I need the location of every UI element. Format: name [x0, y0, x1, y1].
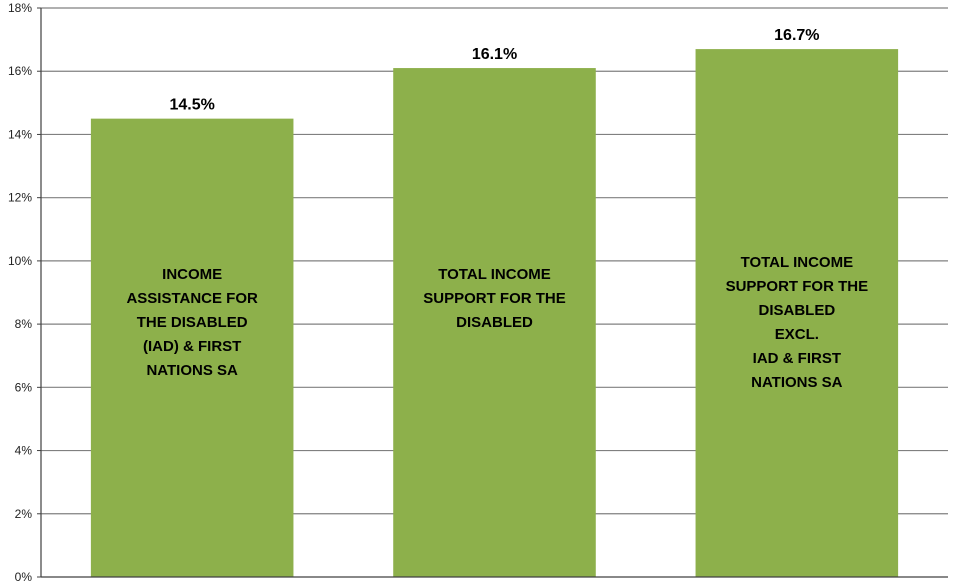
- y-tick-label: 10%: [8, 254, 32, 268]
- bar-category-label: TOTAL INCOME: [741, 254, 854, 271]
- y-tick-label: 8%: [15, 317, 33, 331]
- data-label: 16.1%: [472, 46, 517, 63]
- bar-category-label: IAD & FIRST: [753, 350, 841, 367]
- data-label: 16.7%: [774, 27, 819, 44]
- bar-category-label: NATIONS SA: [751, 374, 843, 391]
- bar-category-label: DISABLED: [456, 314, 533, 331]
- y-tick-label: 4%: [15, 444, 33, 458]
- bar-category-label: ASSISTANCE FOR: [126, 290, 258, 307]
- y-tick-label: 6%: [15, 380, 33, 394]
- y-tick-label: 14%: [8, 127, 32, 141]
- bar-category-label: TOTAL INCOME: [438, 266, 551, 283]
- bar-category-label: DISABLED: [758, 302, 835, 319]
- bar-category-label: THE DISABLED: [137, 314, 248, 331]
- labels: 0% 2% 4% 6% 8% 10% 12% 14% 16% 18% 14.5% INCOME ASSI…: [8, 1, 868, 584]
- y-tick-label: 12%: [8, 191, 32, 205]
- data-label: 14.5%: [169, 97, 214, 114]
- y-tick-label: 16%: [8, 64, 32, 78]
- bar-category-label: INCOME: [162, 266, 222, 283]
- bar-category-label: EXCL.: [775, 326, 819, 343]
- y-tick-label: 0%: [15, 570, 33, 584]
- bar: [695, 49, 899, 578]
- axes: [37, 7, 948, 578]
- bar: [90, 118, 294, 577]
- bars: [90, 49, 899, 578]
- y-tick-label: 2%: [15, 507, 33, 521]
- y-tick-label: 18%: [8, 1, 32, 15]
- bar-category-label: SUPPORT FOR THE: [423, 290, 566, 307]
- bar-category-label: (IAD) & FIRST: [143, 338, 241, 355]
- bar-category-label: SUPPORT FOR THE: [726, 278, 869, 295]
- bar: [393, 68, 596, 578]
- bar-category-label: NATIONS SA: [146, 362, 238, 379]
